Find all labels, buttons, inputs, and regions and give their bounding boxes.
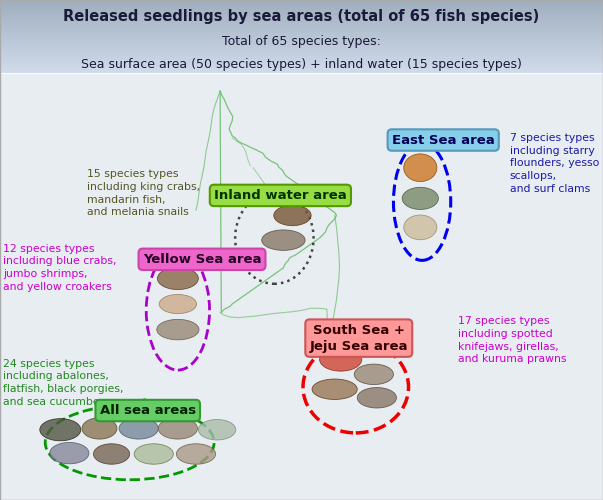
Text: Inland water area: Inland water area <box>214 189 347 202</box>
Bar <box>0 66 603 68</box>
Bar <box>0 38 603 40</box>
Bar <box>0 32 603 34</box>
Ellipse shape <box>312 379 357 400</box>
Bar <box>0 18 603 20</box>
Ellipse shape <box>82 418 117 439</box>
Bar <box>0 10 603 11</box>
Bar <box>0 15 603 16</box>
Bar <box>0 58 603 59</box>
Ellipse shape <box>404 215 437 240</box>
Bar <box>0 11 603 13</box>
Bar <box>0 6 603 8</box>
Bar <box>0 34 603 36</box>
Ellipse shape <box>404 154 437 182</box>
Bar <box>0 5 603 6</box>
Bar <box>0 52 603 53</box>
Bar <box>0 28 603 29</box>
Ellipse shape <box>119 418 158 439</box>
Bar <box>0 21 603 22</box>
Bar <box>0 1 603 2</box>
Bar <box>0 68 603 69</box>
Bar <box>0 26 603 27</box>
Bar <box>0 54 603 56</box>
Text: South Sea +
Jeju Sea area: South Sea + Jeju Sea area <box>309 324 408 352</box>
Bar <box>0 50 603 52</box>
Bar <box>0 4 603 5</box>
Ellipse shape <box>158 418 198 439</box>
Bar <box>0 14 603 15</box>
Text: Total of 65 species types:: Total of 65 species types: <box>222 35 381 48</box>
Text: 12 species types
including blue crabs,
jumbo shrimps,
and yellow croakers: 12 species types including blue crabs, j… <box>3 244 116 292</box>
Bar <box>0 27 603 28</box>
Bar <box>0 8 603 10</box>
Text: 24 species types
including abalones,
flatfish, black porgies,
and sea cucumbers: 24 species types including abalones, fla… <box>3 358 124 407</box>
Bar <box>0 42 603 43</box>
Bar <box>0 24 603 26</box>
Bar <box>0 60 603 62</box>
Bar <box>0 2 603 4</box>
Text: All sea areas: All sea areas <box>99 404 196 417</box>
Bar <box>0 30 603 31</box>
Bar <box>0 47 603 48</box>
Ellipse shape <box>355 364 394 384</box>
Bar <box>0 44 603 46</box>
Bar <box>0 22 603 24</box>
Bar <box>0 36 603 37</box>
Bar <box>0 12 603 14</box>
Ellipse shape <box>262 230 305 250</box>
Ellipse shape <box>198 420 236 440</box>
Bar <box>0 56 603 58</box>
Ellipse shape <box>134 444 174 464</box>
Text: Sea surface area (50 species types) + inland water (15 species types): Sea surface area (50 species types) + in… <box>81 58 522 71</box>
Bar <box>0 40 603 42</box>
Ellipse shape <box>49 442 89 464</box>
Bar <box>0 73 603 74</box>
Bar <box>0 59 603 60</box>
Bar <box>0 63 603 64</box>
Ellipse shape <box>159 294 197 314</box>
Bar <box>0 16 603 18</box>
Bar <box>0 64 603 66</box>
Bar <box>0 37 603 38</box>
Text: 17 species types
including spotted
knifejaws, girellas,
and kuruma prawns: 17 species types including spotted knife… <box>458 316 567 364</box>
Bar <box>0 43 603 44</box>
Bar <box>0 0 603 1</box>
Bar <box>0 72 603 73</box>
Ellipse shape <box>157 320 199 340</box>
Ellipse shape <box>176 444 216 464</box>
Bar <box>0 20 603 21</box>
Text: Yellow Sea area: Yellow Sea area <box>143 253 261 266</box>
Bar <box>0 70 603 72</box>
Text: Released seedlings by sea areas (total of 65 fish species): Released seedlings by sea areas (total o… <box>63 9 540 24</box>
Bar <box>0 53 603 54</box>
Ellipse shape <box>274 205 311 226</box>
Bar <box>0 62 603 63</box>
Bar <box>0 69 603 70</box>
Ellipse shape <box>320 348 362 371</box>
Text: 15 species types
including king crabs,
mandarin fish,
and melania snails: 15 species types including king crabs, m… <box>87 169 201 218</box>
Ellipse shape <box>40 418 81 441</box>
Ellipse shape <box>93 444 130 464</box>
Ellipse shape <box>157 268 198 289</box>
Text: 7 species types
including starry
flounders, yesso
scallops,
and surf clams: 7 species types including starry flounde… <box>510 133 599 194</box>
Ellipse shape <box>357 388 397 408</box>
Ellipse shape <box>402 188 438 210</box>
Bar <box>0 48 603 50</box>
Bar <box>0 46 603 47</box>
Text: East Sea area: East Sea area <box>392 134 494 146</box>
Bar <box>0 31 603 32</box>
